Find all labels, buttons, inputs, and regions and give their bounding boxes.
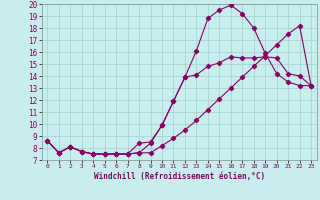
X-axis label: Windchill (Refroidissement éolien,°C): Windchill (Refroidissement éolien,°C) bbox=[94, 172, 265, 181]
